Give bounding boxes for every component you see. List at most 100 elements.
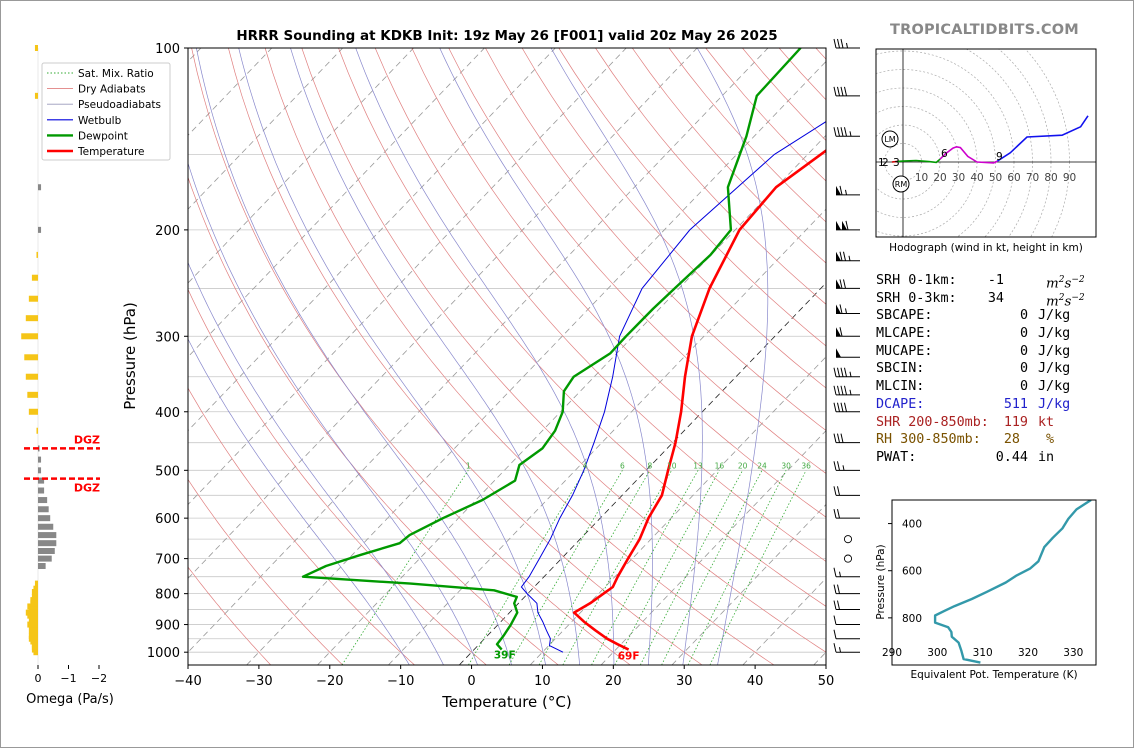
mixing-ratio-label: 30 xyxy=(781,461,791,470)
dry-adiabat xyxy=(595,48,826,305)
stat-row: SRH 0-3km: 34 m2s−2 xyxy=(876,290,1116,309)
barb-flag xyxy=(840,86,844,96)
hodo-height-label: 9 xyxy=(996,151,1003,163)
calm-wind-circle xyxy=(843,535,853,544)
hodo-trace xyxy=(996,115,1089,162)
stat-row: SBCAPE: 0 J/kg xyxy=(876,307,1116,325)
mixing-ratio-label: 13 xyxy=(693,461,703,470)
y-tick-label: 700 xyxy=(155,553,180,568)
dewpoint-line xyxy=(301,48,802,651)
omega-bar xyxy=(34,45,38,51)
hodo-height-label: 2 xyxy=(882,157,889,169)
surface-dewpoint-label: 39F xyxy=(494,650,516,662)
moist-adiabat xyxy=(196,48,512,665)
omega-bar xyxy=(36,251,38,258)
omega-bar xyxy=(38,497,48,504)
wind-barb xyxy=(836,327,860,337)
omega-panel: DGZ DGZ 0 −1 −2 Omega (Pa/s) xyxy=(21,45,114,707)
barb-flag xyxy=(837,486,840,496)
mixing-ratio-line xyxy=(687,470,787,665)
isotherm xyxy=(317,134,826,665)
barb-pennant xyxy=(836,327,841,337)
wind-barb xyxy=(833,127,860,137)
omega-bar xyxy=(27,391,38,398)
barb-flag xyxy=(840,127,844,137)
barb-flag xyxy=(833,127,837,137)
theta-e-panel: 400 600 800 290 300 310 320 330 Equivalent Pot. … xyxy=(875,499,1097,681)
hodograph-panel: 10 20 30 40 50 60 70 80 90 12 3 6 9 LM RM Hodograph (wi… xyxy=(875,48,1097,254)
stat-row: SBCIN: 0 J/kg xyxy=(876,360,1116,378)
stat-value: 34 xyxy=(987,290,1004,306)
dry-adiabat xyxy=(188,387,415,665)
barb-flag xyxy=(840,433,844,443)
barb-flag xyxy=(837,461,840,471)
x-tick-label: 20 xyxy=(605,674,622,689)
barb-flag xyxy=(833,486,837,496)
barb-flag xyxy=(844,86,847,96)
wind-barb xyxy=(836,220,860,231)
stat-label: SHR 200-850mb: xyxy=(876,414,989,430)
barb-flag xyxy=(833,38,837,49)
legend-label: Temperature xyxy=(77,146,145,158)
x-tick-label: −30 xyxy=(245,674,272,689)
dry-adiabat xyxy=(521,48,826,389)
dry-adiabat xyxy=(338,48,826,607)
mixing-ratio-line xyxy=(661,470,763,665)
dry-adiabat xyxy=(558,48,826,347)
omega-bar xyxy=(38,184,42,191)
y-tick-label: 500 xyxy=(155,464,180,479)
barb-flag xyxy=(833,433,837,443)
dry-adiabat xyxy=(188,566,272,665)
mixing-ratio-label: 10 xyxy=(667,461,677,470)
thetae-x-tick-label: 290 xyxy=(882,647,902,659)
barb-flag xyxy=(843,279,846,289)
thetae-x-tick-label: 320 xyxy=(1018,647,1038,659)
y-tick-label: 300 xyxy=(155,330,180,345)
wind-barb xyxy=(833,486,860,496)
stat-label: DCAPE: xyxy=(876,396,925,412)
moist-adiabat xyxy=(290,48,581,665)
isotherm xyxy=(671,503,826,665)
omega-bar xyxy=(30,600,38,607)
x-tick-label: −10 xyxy=(387,674,414,689)
stat-row: MUCAPE: 0 J/kg xyxy=(876,343,1116,361)
barb-flag xyxy=(833,402,837,412)
omega-bar xyxy=(38,523,54,530)
stat-row: SHR 200-850mb: 119 kt xyxy=(876,414,1116,432)
omega-bar xyxy=(28,606,38,613)
isotherm xyxy=(529,356,826,665)
mixing-ratio-line xyxy=(341,470,469,665)
omega-tick-label: 0 xyxy=(35,672,42,685)
omega-bar xyxy=(31,593,38,600)
stat-label: RH 300-850mb: xyxy=(876,432,981,448)
stat-unit: J/kg xyxy=(1038,343,1071,359)
mixing-ratio-label: 1 xyxy=(466,461,471,470)
stat-label: SRH 0-1km: xyxy=(876,273,957,288)
thetae-y-tick-label: 800 xyxy=(902,613,922,625)
omega-bar xyxy=(28,408,38,415)
barb-flag xyxy=(840,402,844,412)
dry-adiabat xyxy=(301,48,826,653)
barb-half-flag xyxy=(839,571,841,577)
wind-barb xyxy=(836,279,860,289)
wind-barb xyxy=(833,402,860,413)
hodo-ring-label: 10 xyxy=(915,172,928,184)
y-tick-label: 200 xyxy=(155,224,180,239)
chart-title: HRRR Sounding at KDKB Init: 19z May 26 [… xyxy=(236,28,777,44)
moist-adiabat xyxy=(188,338,410,665)
barb-pennant xyxy=(842,220,847,230)
stat-unit: J/kg xyxy=(1038,308,1071,324)
wind-barb xyxy=(833,433,860,444)
omega-bar xyxy=(38,540,57,547)
omega-bar xyxy=(38,477,45,484)
hodo-trace xyxy=(939,145,998,164)
barb-flag xyxy=(833,86,837,96)
x-axis-label: Temperature (°C) xyxy=(441,693,571,711)
wetbulb-line xyxy=(520,121,826,653)
thetae-x-tick-label: 300 xyxy=(927,647,947,659)
stat-unit: J/kg xyxy=(1038,361,1071,377)
stat-unit: J/kg xyxy=(1038,396,1071,412)
isotherm xyxy=(188,48,627,506)
hodo-ring-label: 70 xyxy=(1026,172,1039,184)
